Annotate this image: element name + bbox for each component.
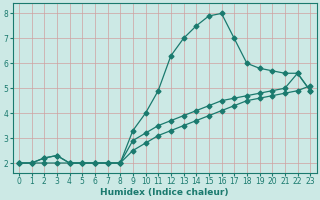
- X-axis label: Humidex (Indice chaleur): Humidex (Indice chaleur): [100, 188, 229, 197]
